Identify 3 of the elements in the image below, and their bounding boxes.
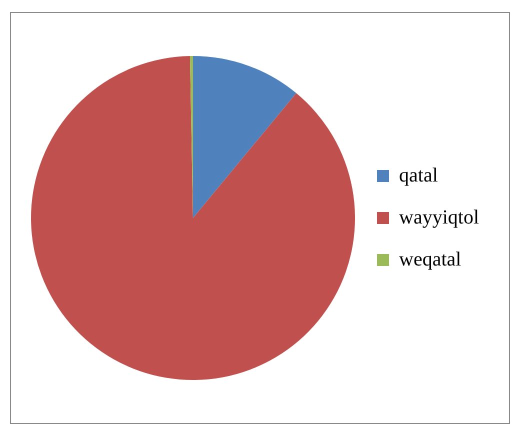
legend-label: qatal [399, 164, 438, 186]
legend-label: wayyiqtol [399, 206, 480, 228]
legend-label: weqatal [399, 248, 462, 270]
